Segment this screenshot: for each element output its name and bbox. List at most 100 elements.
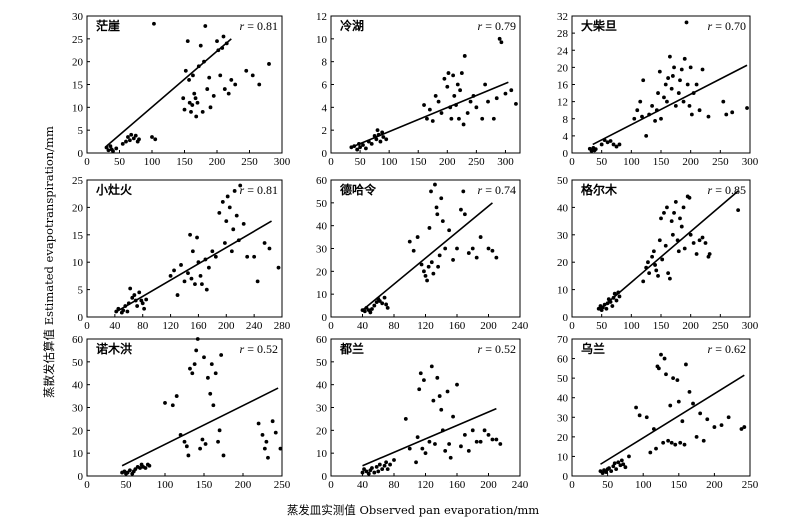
- x-tick-label: 200: [706, 479, 723, 491]
- x-tick-label: 200: [218, 320, 235, 332]
- x-tick-label: 240: [512, 320, 529, 332]
- station-name: 小灶火: [96, 182, 133, 197]
- data-point: [668, 54, 672, 59]
- regression-line: [592, 64, 748, 146]
- y-tick-label: 50: [316, 198, 328, 210]
- data-point: [429, 260, 434, 265]
- data-point: [600, 471, 605, 475]
- data-point: [494, 96, 499, 101]
- data-point: [211, 94, 216, 98]
- data-point: [205, 87, 210, 91]
- r-value: = 0.52: [247, 342, 278, 356]
- data-point: [621, 462, 626, 467]
- y-tick-label: 10: [557, 451, 569, 463]
- data-point: [114, 146, 119, 151]
- data-point: [457, 116, 461, 121]
- y-tick-label: 10: [72, 102, 84, 114]
- x-tick-label: 250: [712, 320, 729, 332]
- data-point: [654, 268, 659, 273]
- data-point: [372, 470, 377, 475]
- x-tick-label: 300: [742, 156, 759, 168]
- data-point: [425, 116, 429, 121]
- data-point: [499, 40, 504, 45]
- y-tick-label: 15: [72, 80, 84, 92]
- data-point: [236, 238, 241, 243]
- data-point: [219, 353, 224, 357]
- data-point: [678, 440, 683, 445]
- y-tick-label: 5: [78, 285, 84, 297]
- station-name: 诺木洪: [96, 341, 132, 356]
- data-point: [680, 419, 685, 424]
- data-point: [617, 294, 622, 299]
- x-tick-label: 50: [596, 320, 608, 332]
- x-tick-label: 100: [623, 320, 640, 332]
- data-point: [647, 112, 652, 117]
- data-point: [198, 43, 203, 48]
- data-point: [264, 439, 269, 444]
- r-symbol: r: [240, 19, 248, 33]
- data-point: [437, 253, 442, 258]
- data-point: [144, 297, 149, 302]
- data-point: [153, 137, 158, 142]
- y-tick-label: 20: [316, 266, 328, 278]
- y-tick-label: 40: [557, 393, 569, 405]
- data-point: [661, 440, 666, 445]
- data-point: [612, 291, 617, 296]
- data-point: [606, 297, 611, 302]
- data-point: [616, 290, 621, 295]
- data-point: [666, 271, 671, 276]
- data-point: [611, 142, 616, 147]
- data-point: [687, 389, 692, 394]
- y-tick-label: 6: [322, 80, 328, 92]
- y-tick-label: 40: [316, 221, 328, 233]
- data-point: [602, 138, 607, 143]
- data-point: [682, 56, 687, 61]
- r-symbol: r: [478, 342, 486, 356]
- data-point: [589, 148, 594, 153]
- data-point: [675, 378, 680, 382]
- y-tick-label: 10: [557, 285, 569, 297]
- y-tick-label: 32: [557, 11, 568, 23]
- r-symbol: r: [240, 183, 248, 197]
- data-point: [215, 39, 219, 44]
- data-point: [196, 260, 201, 265]
- x-tick-label: 0: [84, 156, 90, 168]
- data-point: [114, 309, 119, 314]
- data-point: [375, 128, 380, 133]
- correlation-label: r = 0.52: [240, 342, 278, 356]
- data-point: [466, 448, 471, 453]
- scatter-panel-4: 0 40 80 120 160 200 240 280 0 5 10 15 20 25 小灶火 r = 0.8…: [72, 175, 291, 332]
- data-point: [188, 232, 192, 237]
- data-point: [446, 71, 451, 75]
- data-point: [179, 263, 183, 267]
- data-point: [207, 75, 212, 80]
- data-point: [137, 137, 141, 142]
- station-name: 格尔木: [581, 182, 618, 197]
- data-point: [352, 144, 357, 149]
- data-point: [189, 276, 194, 281]
- data-point: [670, 232, 675, 237]
- data-point: [707, 252, 712, 256]
- y-tick-label: 20: [557, 432, 569, 444]
- data-point: [256, 421, 261, 426]
- data-point: [425, 278, 429, 283]
- data-point: [225, 194, 230, 199]
- regression-line: [114, 220, 272, 314]
- data-point: [668, 276, 672, 281]
- data-point: [663, 243, 668, 248]
- y-tick-label: 20: [557, 62, 569, 74]
- r-symbol: r: [708, 342, 716, 356]
- data-point: [192, 91, 197, 96]
- data-point: [186, 271, 190, 276]
- regression-line: [361, 202, 493, 311]
- regression-line: [600, 374, 745, 465]
- data-point: [491, 116, 496, 121]
- data-point: [185, 39, 190, 44]
- data-point: [470, 428, 475, 433]
- data-point: [363, 146, 368, 151]
- x-tick-label: 250: [468, 156, 485, 168]
- data-point: [440, 428, 445, 433]
- x-tick-label: 40: [357, 320, 369, 332]
- x-tick-label: 300: [742, 320, 759, 332]
- data-point: [384, 302, 389, 307]
